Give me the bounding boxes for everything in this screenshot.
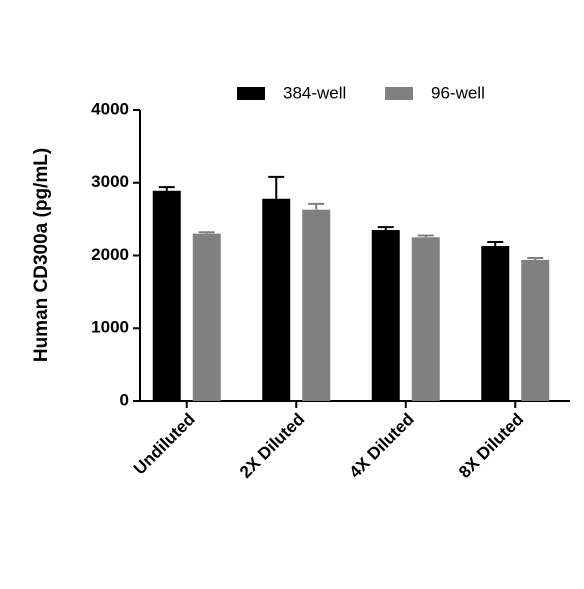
x-tick-label: Undiluted: [130, 410, 199, 479]
y-tick-label: 1000: [91, 318, 129, 337]
legend-swatch: [237, 87, 265, 100]
y-tick-label: 4000: [91, 99, 129, 118]
x-tick-label: 8X Diluted: [455, 410, 527, 482]
error-bar: [417, 234, 434, 238]
error-bar: [487, 241, 504, 247]
legend-swatch: [385, 87, 413, 100]
bar: [371, 230, 400, 401]
error-bar: [158, 186, 175, 191]
bar: [521, 259, 550, 401]
x-tick-label: 4X Diluted: [346, 410, 418, 482]
error-bar: [268, 175, 285, 199]
y-tick-label: 0: [120, 390, 129, 409]
error-bar: [527, 257, 544, 260]
bar: [152, 190, 181, 401]
y-axis-label: Human CD300a (pg/mL): [31, 148, 52, 362]
legend-label: 96-well: [431, 83, 485, 102]
error-bar: [308, 202, 325, 210]
legend-label: 384-well: [283, 83, 346, 102]
y-tick-label: 3000: [91, 172, 129, 191]
error-bar: [377, 226, 394, 231]
bar: [262, 198, 291, 401]
bar: [192, 233, 221, 401]
y-tick-label: 2000: [91, 245, 129, 264]
bar: [411, 237, 440, 401]
x-tick-label: 2X Diluted: [236, 410, 308, 482]
error-bar: [198, 231, 215, 234]
bar: [302, 209, 331, 401]
bar: [481, 246, 510, 401]
